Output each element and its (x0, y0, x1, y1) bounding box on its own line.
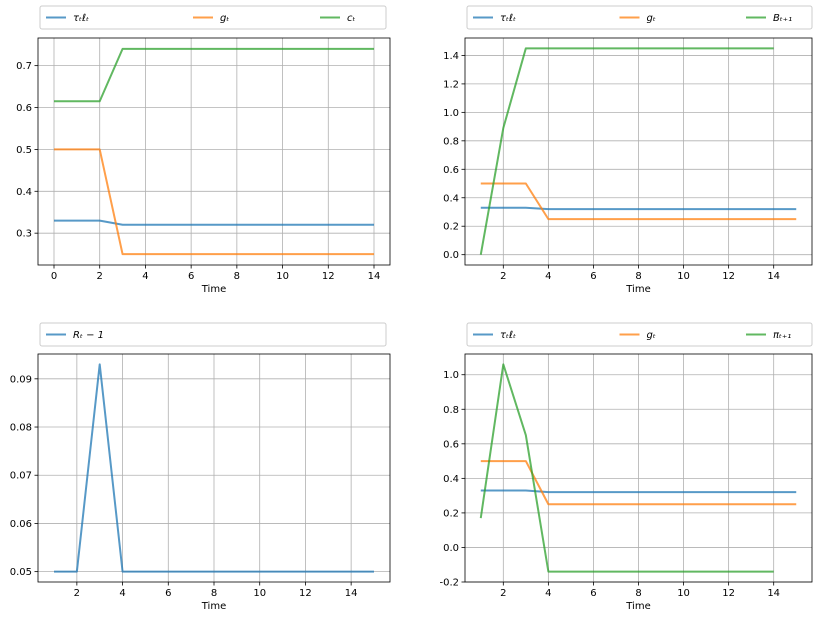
y-tick-label: 1.2 (443, 79, 459, 90)
plot-frame (37, 37, 391, 266)
x-tick-label: 2 (97, 271, 103, 282)
x-axis-label: Time (201, 601, 226, 612)
y-tick-label: 0.4 (443, 474, 459, 485)
y-tick-label: 0.4 (443, 193, 459, 204)
x-tick-label: 12 (722, 588, 735, 599)
legend-label-2: gₜ (647, 13, 656, 24)
x-tick-label: 2 (500, 588, 506, 599)
y-tick-label: 0.7 (16, 61, 32, 72)
x-tick-label: 14 (368, 271, 381, 282)
series-line-1 (54, 363, 374, 573)
legend-label-2: gₜ (647, 330, 656, 341)
y-tick-label: 0.09 (10, 374, 32, 385)
legend-label-3: cₜ (347, 13, 355, 24)
y-tick-label: 0.8 (443, 405, 459, 416)
y-tick-label: 1.0 (443, 108, 459, 119)
x-tick-label: 14 (767, 588, 780, 599)
y-tick-label: 0.08 (10, 423, 32, 434)
x-tick-label: 6 (590, 588, 596, 599)
x-tick-label: 10 (677, 271, 690, 282)
y-tick-label: 0.6 (443, 165, 459, 176)
x-tick-label: 8 (635, 271, 641, 282)
x-tick-label: 6 (165, 588, 171, 599)
y-tick-label: 1.0 (443, 370, 459, 381)
y-tick-label: 0.4 (16, 187, 32, 198)
x-tick-label: 4 (142, 271, 148, 282)
x-tick-label: 8 (234, 271, 240, 282)
y-tick-label: -0.2 (439, 578, 459, 589)
x-axis-label: Time (625, 284, 650, 295)
y-tick-label: 0.6 (443, 439, 459, 450)
chart-panel-4: 2 4 6 8 10 12 14 -0.2 0.0 0.2 0.4 0.6 0.8 1.0 Time τₜℓₜ… (439, 322, 813, 612)
x-tick-label: 0 (51, 271, 57, 282)
x-tick-label: 10 (677, 588, 690, 599)
x-tick-label: 4 (545, 588, 551, 599)
series-line-1 (480, 489, 797, 494)
y-tick-label: 0.3 (16, 229, 32, 240)
x-tick-label: 4 (545, 271, 551, 282)
x-tick-label: 10 (253, 588, 266, 599)
legend-label-3: πₜ₊₁ (773, 330, 791, 341)
series-line-1 (54, 219, 374, 226)
x-tick-label: 6 (188, 271, 194, 282)
x-tick-label: 4 (119, 588, 125, 599)
legend-label-2: gₜ (220, 13, 229, 24)
x-tick-label: 8 (211, 588, 217, 599)
x-tick-label: 14 (767, 271, 780, 282)
y-tick-label: 0.2 (443, 508, 459, 519)
legend-label-1: τₜℓₜ (500, 330, 516, 341)
chart-panel-2: 2 4 6 8 10 12 14 0.0 0.2 0.4 0.6 0.8 1.0 1.2 1.4 Time τₜ… (443, 5, 813, 295)
x-axis-label: Time (625, 601, 650, 612)
y-tick-label: 0.06 (10, 519, 32, 530)
y-tick-label: 0.8 (443, 136, 459, 147)
y-tick-label: 0.6 (16, 103, 32, 114)
legend-label-1: Rₜ − 1 (73, 330, 104, 341)
series-line-3 (54, 47, 374, 103)
y-tick-label: 0.2 (443, 222, 459, 233)
x-tick-label: 6 (590, 271, 596, 282)
x-tick-label: 12 (299, 588, 312, 599)
legend-box (39, 322, 387, 347)
chart-panel-1: 0 2 4 6 8 10 12 14 0.3 0.4 0.5 0.6 0.7 Time τₜℓₜ gₜ cₜ (16, 5, 391, 295)
y-tick-label: 1.4 (443, 51, 459, 62)
y-tick-label: 0.0 (443, 543, 459, 554)
y-tick-label: 0.05 (10, 567, 32, 578)
x-tick-label: 2 (74, 588, 80, 599)
x-tick-label: 12 (322, 271, 335, 282)
x-axis-label: Time (201, 284, 226, 295)
legend-label-1: τₜℓₜ (73, 13, 89, 24)
series-line-3 (479, 363, 774, 573)
chart-panel-3: 2 4 6 8 10 12 14 0.05 0.06 0.07 0.08 0.09 Time Rₜ − 1 (10, 322, 391, 612)
legend-label-1: τₜℓₜ (500, 13, 516, 24)
x-tick-label: 8 (635, 588, 641, 599)
y-tick-label: 0.07 (10, 471, 32, 482)
series-line-2 (480, 182, 797, 221)
x-tick-label: 12 (722, 271, 735, 282)
series-line-2 (54, 148, 374, 256)
x-tick-label: 10 (276, 271, 289, 282)
series-line-1 (480, 206, 797, 211)
series-line-3 (479, 47, 774, 255)
x-tick-label: 14 (345, 588, 358, 599)
x-tick-label: 2 (500, 271, 506, 282)
y-tick-label: 0.5 (16, 145, 32, 156)
legend-label-3: Bₜ₊₁ (773, 13, 792, 24)
y-tick-label: 0.0 (443, 250, 459, 261)
